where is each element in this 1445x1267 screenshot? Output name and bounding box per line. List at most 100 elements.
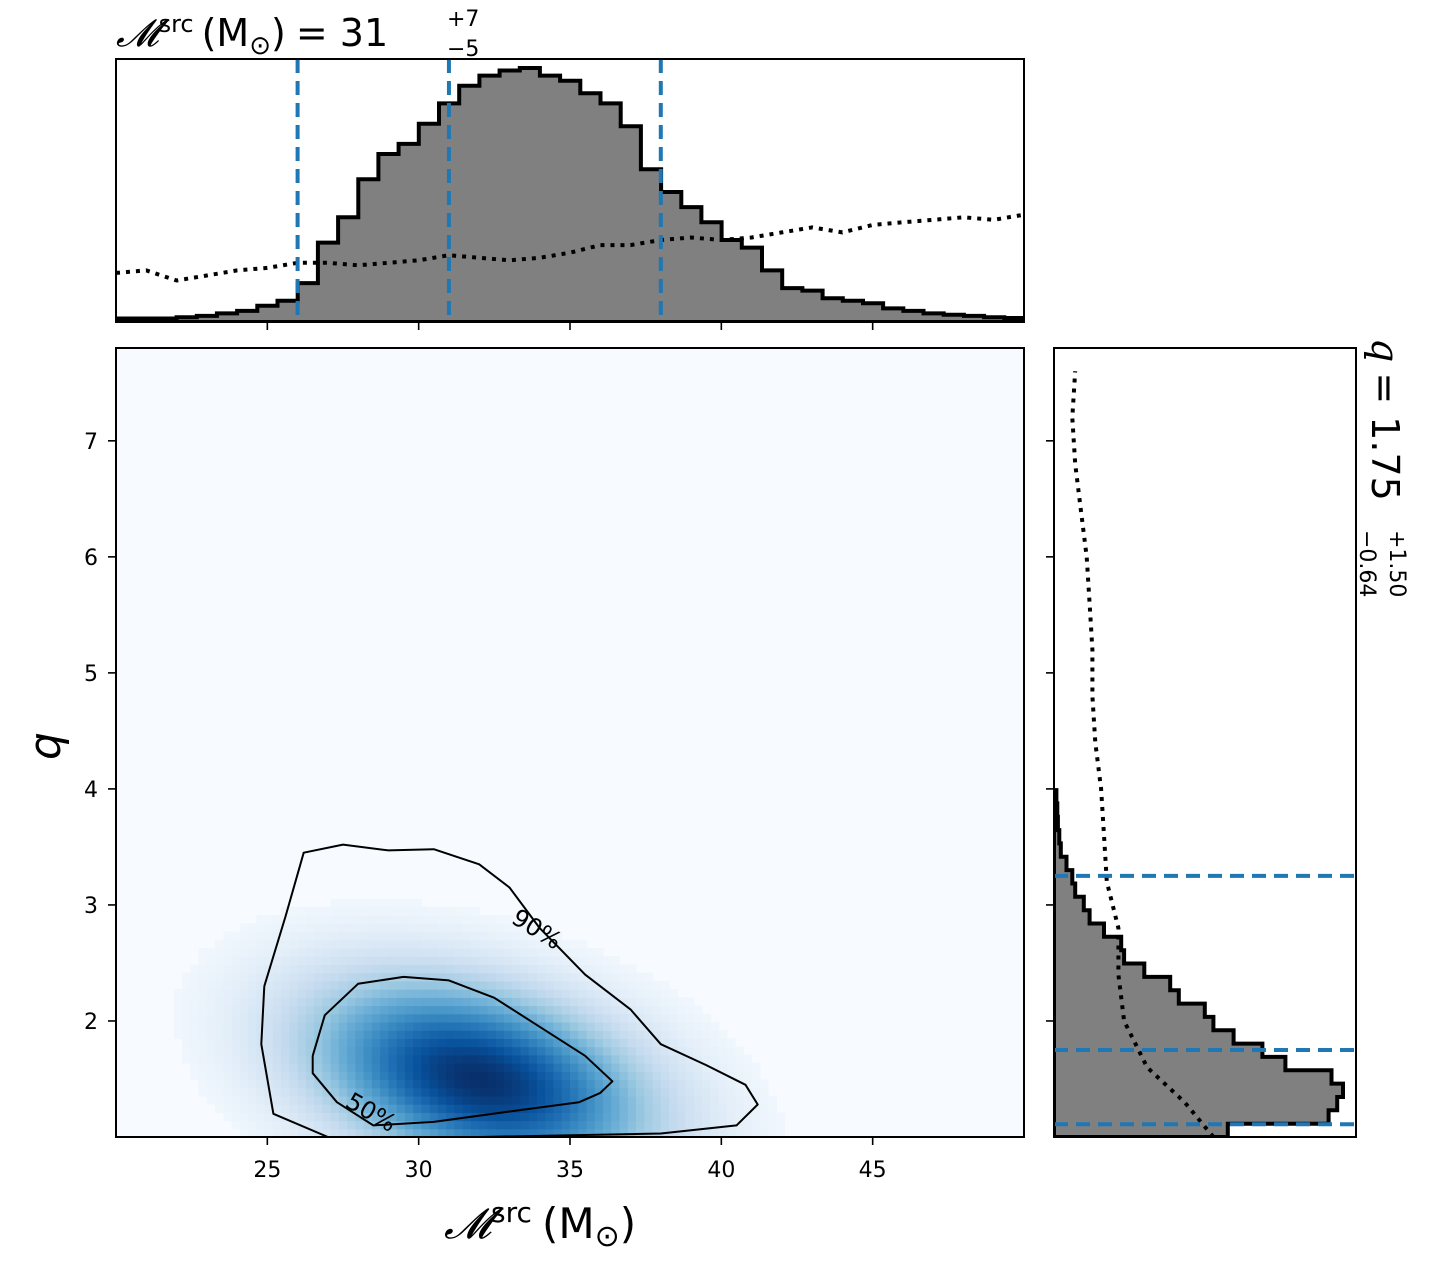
density-cell xyxy=(512,1104,522,1113)
density-cell xyxy=(330,997,340,1007)
density-cell xyxy=(594,1046,604,1056)
density-cell xyxy=(404,915,414,924)
density-cell xyxy=(454,1112,464,1122)
density-cell xyxy=(330,1030,340,1039)
density-cell xyxy=(429,1005,439,1015)
density-cell xyxy=(371,1104,381,1113)
density-cell xyxy=(404,1038,414,1048)
density-cell xyxy=(305,1005,315,1015)
density-cell xyxy=(536,1005,546,1015)
density-cell xyxy=(693,1071,703,1081)
density-cell xyxy=(305,1013,315,1023)
density-cell xyxy=(594,1013,604,1023)
density-cell xyxy=(272,997,282,1007)
density-cell xyxy=(256,1095,266,1105)
density-cell xyxy=(173,1021,183,1031)
density-cell xyxy=(751,1104,761,1113)
density-cell xyxy=(578,1046,588,1056)
density-cell xyxy=(553,1112,563,1122)
density-cell xyxy=(198,1005,208,1015)
density-cell xyxy=(388,1030,398,1039)
density-cell xyxy=(446,1030,456,1039)
density-cell xyxy=(338,947,348,957)
density-cell xyxy=(198,1071,208,1081)
density-cell xyxy=(586,947,596,957)
density-cell xyxy=(314,972,323,982)
density-cell xyxy=(421,964,431,974)
density-cell xyxy=(289,947,299,957)
density-cell xyxy=(603,1087,612,1097)
density-cell xyxy=(289,964,299,974)
density-cell xyxy=(660,997,670,1007)
density-cell xyxy=(322,1013,332,1023)
contour-50 xyxy=(311,975,614,1127)
density-cell xyxy=(462,1013,472,1023)
density-cell xyxy=(388,1112,398,1122)
density-cell xyxy=(371,1005,381,1015)
density-cell xyxy=(495,1054,505,1064)
density-cell xyxy=(338,1112,348,1122)
density-cell xyxy=(578,939,588,949)
density-cell xyxy=(388,1046,398,1056)
density-cell xyxy=(553,931,563,941)
density-cell xyxy=(429,1095,439,1105)
density-cell xyxy=(594,1071,604,1081)
density-cell xyxy=(479,1079,489,1089)
density-cell xyxy=(528,1005,538,1015)
density-cell xyxy=(421,1063,431,1072)
density-cell xyxy=(396,1079,406,1089)
density-cell xyxy=(536,972,546,982)
density-cell xyxy=(603,1112,612,1122)
density-cell xyxy=(281,1095,290,1105)
density-cell xyxy=(545,972,555,982)
density-cell xyxy=(371,931,381,941)
density-cell xyxy=(545,1021,555,1031)
density-cell xyxy=(611,1120,621,1130)
density-cell xyxy=(371,1128,381,1137)
density-cell xyxy=(380,915,389,924)
density-cell xyxy=(553,947,563,957)
density-cell xyxy=(636,1071,645,1081)
density-cell xyxy=(611,1005,621,1015)
density-cell xyxy=(338,1013,348,1023)
density-cell xyxy=(371,939,381,949)
density-cell xyxy=(264,923,274,933)
density-cell xyxy=(495,1030,505,1039)
density-cell xyxy=(206,980,216,990)
density-cell xyxy=(231,964,241,974)
density-cell xyxy=(338,1030,348,1039)
density-cell xyxy=(644,1005,654,1015)
density-cell xyxy=(338,1054,348,1064)
density-cell xyxy=(429,997,439,1007)
density-cell xyxy=(239,1120,249,1130)
density-cell xyxy=(421,1054,431,1064)
density-cell xyxy=(322,947,332,957)
density-cell xyxy=(347,1013,356,1023)
density-cell xyxy=(495,1087,505,1097)
density-cell xyxy=(743,1104,753,1113)
density-cell xyxy=(281,1054,290,1064)
density-cell xyxy=(636,1095,645,1105)
density-cell xyxy=(462,1030,472,1039)
density-cell xyxy=(479,1071,489,1081)
density-cell xyxy=(520,997,530,1007)
density-cell xyxy=(545,980,555,990)
density-cell xyxy=(586,956,596,966)
density-cell xyxy=(239,1063,249,1072)
density-cell xyxy=(182,1046,191,1056)
density-cell xyxy=(206,1063,216,1072)
density-cell xyxy=(594,1087,604,1097)
density-cell xyxy=(627,1030,637,1039)
density-cell xyxy=(446,947,456,957)
density-cell xyxy=(743,1054,753,1064)
density-cell xyxy=(198,980,208,990)
density-cell xyxy=(561,1054,571,1064)
density-cell xyxy=(520,1054,530,1064)
density-cell xyxy=(487,1071,497,1081)
density-cell xyxy=(503,1054,513,1064)
density-cell xyxy=(248,1063,257,1072)
density-cell xyxy=(264,1128,274,1137)
density-cell xyxy=(338,939,348,949)
density-cell xyxy=(693,1038,703,1048)
